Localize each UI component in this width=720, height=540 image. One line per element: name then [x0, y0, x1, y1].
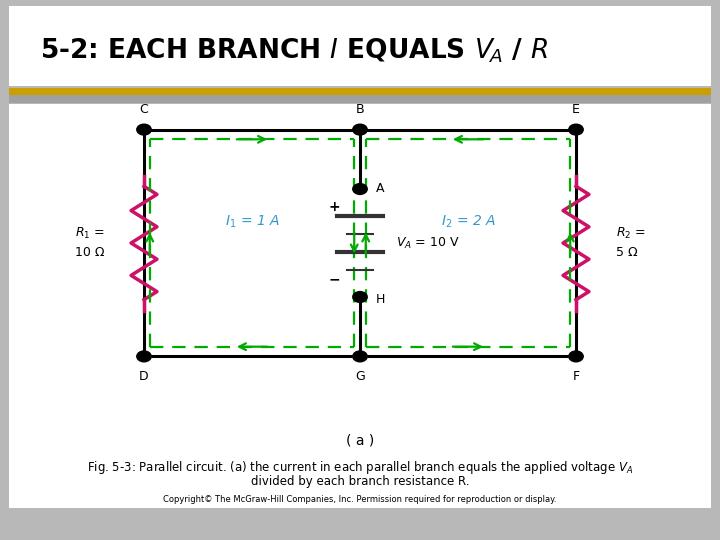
- Text: D: D: [139, 370, 149, 383]
- Text: −: −: [329, 273, 341, 286]
- Text: 10 Ω: 10 Ω: [75, 246, 104, 259]
- Text: H: H: [376, 293, 385, 306]
- Text: +: +: [329, 200, 341, 213]
- Bar: [9, 88, 711, 95]
- Text: divided by each branch resistance R.: divided by each branch resistance R.: [251, 475, 469, 488]
- Text: $V_A$ = 10 V: $V_A$ = 10 V: [396, 235, 459, 251]
- Text: 5-2: EACH BRANCH $\mathit{I}$ EQUALS $\mathit{V}_{\!\mathit{A}}$ / $\mathit{R}$: 5-2: EACH BRANCH $\mathit{I}$ EQUALS $\m…: [40, 37, 548, 65]
- Bar: [9, 95, 711, 103]
- Circle shape: [137, 351, 151, 362]
- Circle shape: [353, 124, 367, 135]
- Text: Fig. 5-3: Parallel circuit. (a) the current in each parallel branch equals the a: Fig. 5-3: Parallel circuit. (a) the curr…: [87, 458, 633, 476]
- Text: F: F: [572, 370, 580, 383]
- Text: B: B: [356, 103, 364, 116]
- Text: A: A: [376, 183, 384, 195]
- Text: $R_2$ =: $R_2$ =: [616, 226, 645, 241]
- Circle shape: [353, 292, 367, 302]
- Text: $R_1$ =: $R_1$ =: [75, 226, 104, 241]
- Circle shape: [137, 124, 151, 135]
- Text: E: E: [572, 103, 580, 116]
- Text: $I_2$ = 2 A: $I_2$ = 2 A: [441, 213, 495, 230]
- Text: G: G: [355, 370, 365, 383]
- Circle shape: [353, 351, 367, 362]
- Bar: [9, 104, 711, 508]
- Bar: [9, 6, 711, 86]
- Circle shape: [353, 184, 367, 194]
- Circle shape: [569, 351, 583, 362]
- Text: ( a ): ( a ): [346, 433, 374, 447]
- Text: C: C: [140, 103, 148, 116]
- Text: 5 Ω: 5 Ω: [616, 246, 637, 259]
- Text: Copyright© The McGraw-Hill Companies, Inc. Permission required for reproduction : Copyright© The McGraw-Hill Companies, In…: [163, 495, 557, 504]
- Circle shape: [569, 124, 583, 135]
- Text: $I_1$ = 1 A: $I_1$ = 1 A: [225, 213, 279, 230]
